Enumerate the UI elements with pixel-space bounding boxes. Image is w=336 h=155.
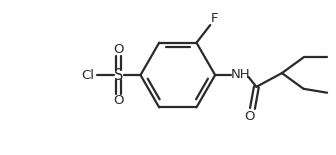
Text: Cl: Cl <box>81 69 94 82</box>
Text: NH: NH <box>231 68 250 81</box>
Text: O: O <box>244 110 255 123</box>
Text: S: S <box>114 68 124 83</box>
Text: O: O <box>114 94 124 107</box>
Text: F: F <box>210 12 218 25</box>
Text: O: O <box>114 43 124 56</box>
